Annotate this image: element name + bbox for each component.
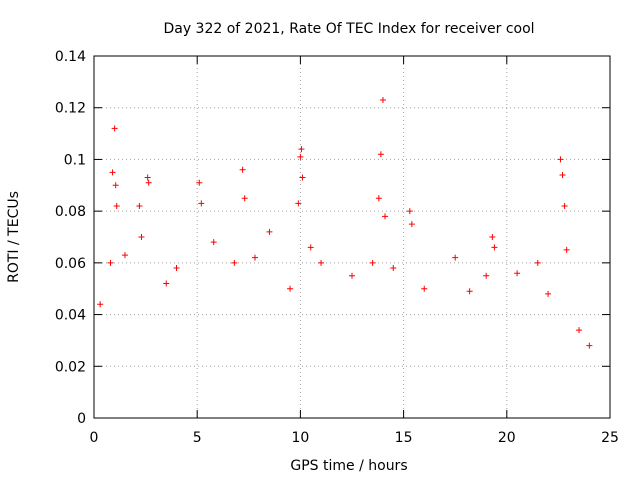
data-point: [266, 228, 273, 235]
x-axis-label: GPS time / hours: [290, 458, 407, 474]
data-point: [144, 174, 151, 181]
data-point: [483, 272, 490, 279]
data-point: [231, 259, 238, 266]
data-point: [210, 239, 217, 246]
axis-ticks: 0 0.02 0.04 0.06 0.08 0.1 0.12 0.14 0 5 10 15 20 25: [55, 49, 619, 446]
chart-title: Day 322 of 2021, Rate Of TEC Index for r…: [163, 21, 534, 37]
data-point: [107, 259, 114, 266]
data-point: [145, 179, 152, 186]
data-point: [452, 254, 459, 261]
data-point: [173, 265, 180, 272]
data-point: [307, 244, 314, 251]
y-tick-label: 0.08: [55, 204, 86, 220]
data-point: [576, 327, 583, 334]
data-point: [163, 280, 170, 287]
data-point: [136, 202, 143, 209]
x-tick-label: 0: [90, 430, 99, 446]
y-tick-label: 0.1: [64, 152, 86, 168]
data-point: [379, 96, 386, 103]
data-point: [390, 265, 397, 272]
data-point: [287, 285, 294, 292]
y-tick-label: 0: [77, 411, 86, 427]
data-point: [557, 156, 564, 163]
data-point: [408, 221, 415, 228]
data-point: [295, 200, 302, 207]
data-point: [138, 234, 145, 240]
data-point: [111, 125, 118, 132]
x-tick-label: 15: [395, 430, 413, 446]
data-point: [121, 252, 128, 259]
data-point: [198, 200, 205, 207]
data-point: [466, 288, 473, 295]
data-point: [514, 270, 521, 277]
data-point: [109, 169, 116, 176]
grid-lines: [94, 56, 610, 418]
data-point: [375, 195, 382, 202]
data-point: [561, 202, 568, 209]
x-tick-label: 10: [291, 430, 309, 446]
x-tick-label: 25: [601, 430, 619, 446]
data-point: [241, 195, 248, 202]
x-tick-label: 5: [193, 430, 202, 446]
data-point: [586, 342, 593, 349]
data-points: [97, 96, 593, 349]
data-point: [545, 290, 552, 297]
data-point: [298, 146, 305, 153]
data-point: [489, 234, 496, 240]
data-point: [559, 171, 566, 178]
data-point: [112, 182, 119, 189]
plot-frame: [93, 55, 611, 419]
data-point: [349, 272, 355, 279]
y-tick-label: 0.02: [55, 359, 86, 375]
y-tick-label: 0.12: [55, 101, 86, 117]
data-point: [297, 153, 304, 160]
data-point: [382, 213, 389, 220]
data-point: [534, 259, 541, 266]
data-point: [563, 246, 570, 253]
data-point: [251, 254, 258, 261]
y-tick-label: 0.04: [55, 308, 86, 324]
y-tick-label: 0.14: [55, 49, 86, 65]
data-point: [406, 208, 413, 215]
data-point: [369, 259, 376, 266]
data-point: [239, 166, 246, 173]
data-point: [421, 285, 428, 292]
data-point: [196, 179, 203, 186]
data-point: [491, 244, 498, 251]
y-axis-label: ROTI / TECUs: [6, 191, 22, 283]
data-point: [377, 151, 384, 158]
data-point: [97, 301, 104, 308]
data-point: [113, 202, 120, 209]
x-tick-label: 20: [498, 430, 516, 446]
y-tick-label: 0.06: [55, 256, 86, 272]
data-point: [299, 174, 306, 181]
data-point: [318, 259, 325, 266]
